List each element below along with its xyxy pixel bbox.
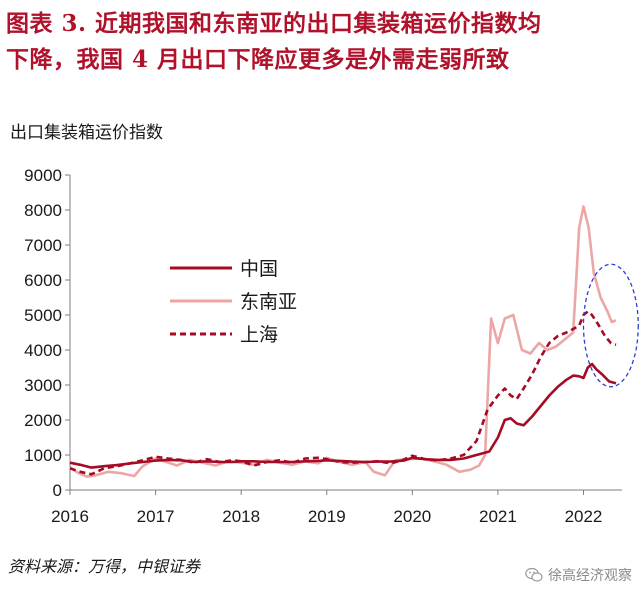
figure-title-line2: 下降，我国 4 月出口下降应更多是外需走弱所致 <box>6 46 510 73</box>
y-tick-label: 9000 <box>24 166 62 185</box>
legend-label: 东南亚 <box>240 291 297 313</box>
x-tick-label: 2022 <box>565 507 603 526</box>
x-tick-label: 2018 <box>222 507 260 526</box>
series-line-0 <box>69 362 617 469</box>
wechat-icon <box>525 567 543 582</box>
series-line-1 <box>69 205 617 478</box>
y-tick-label: 0 <box>53 481 62 500</box>
x-tick-label: 2016 <box>51 507 89 526</box>
y-tick-label: 4000 <box>24 341 62 360</box>
y-tick-label: 3000 <box>24 376 62 395</box>
chart-title: 出口集装箱运价指数 <box>10 123 163 143</box>
watermark-text: 徐高经济观察 <box>548 568 632 584</box>
x-tick-label: 2017 <box>137 507 175 526</box>
x-tick-label: 2019 <box>308 507 346 526</box>
y-tick-label: 5000 <box>24 306 62 325</box>
figure-title-line1: 图表 3. 近期我国和东南亚的出口集装箱运价指数均 <box>6 10 542 37</box>
legend-label: 中国 <box>240 258 278 280</box>
source-note: 资料来源：万得，中银证券 <box>8 557 201 576</box>
legend-label: 上海 <box>240 324 278 346</box>
y-tick-label: 8000 <box>24 201 62 220</box>
highlight-ellipse <box>582 263 639 388</box>
y-tick-label: 6000 <box>24 271 62 290</box>
figure-title: 图表 3. 近期我国和东南亚的出口集装箱运价指数均 下降，我国 4 月出口下降应… <box>6 6 634 78</box>
y-tick-label: 7000 <box>24 236 62 255</box>
series-line-2 <box>69 310 617 476</box>
x-tick-label: 2021 <box>479 507 517 526</box>
x-tick-label: 2020 <box>393 507 431 526</box>
watermark: 徐高经济观察 <box>525 565 632 585</box>
y-tick-label: 2000 <box>24 411 62 430</box>
y-tick-label: 1000 <box>24 446 62 465</box>
